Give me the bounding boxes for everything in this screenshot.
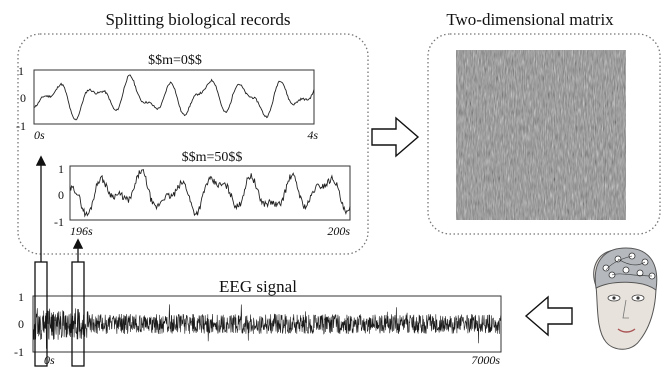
ytick-eeg-neg1: -1 (14, 345, 24, 359)
hollow-right-arrow-icon (371, 116, 420, 158)
xtick-eeg-start: 0s (44, 353, 55, 367)
segment-plot-m50: $$m=50$$ 1 0 -1 196s 200s (54, 150, 351, 238)
matrix-image (456, 50, 626, 220)
splitting-panel (17, 33, 369, 255)
matrix-panel (427, 33, 661, 235)
segment-axes-m0 (33, 69, 315, 125)
xtick-eeg-end: 7000s (471, 353, 500, 367)
segment-label-m50: $$m=50$$ (182, 150, 243, 165)
xtick-bot-start: 196s (70, 224, 93, 238)
segment-axes-m50 (69, 165, 351, 221)
ytick-bot-0: 0 (58, 188, 64, 202)
xtick-bot-end: 200s (327, 224, 350, 238)
ytick-eeg-0: 0 (18, 317, 24, 331)
ytick-bot-neg1: -1 (54, 215, 64, 229)
ytick-eeg-1: 1 (18, 290, 24, 304)
ytick-top-neg1: -1 (16, 119, 26, 133)
eeg-signal-plot: 1 0 -1 0s 7000s (14, 290, 502, 367)
xtick-top-start: 0s (34, 128, 45, 142)
eeg-title: EEG signal (219, 277, 297, 296)
xtick-top-end: 4s (307, 128, 318, 142)
hollow-left-arrow-icon (524, 295, 573, 337)
ytick-top-1: 1 (18, 64, 24, 78)
segment-waveform-m50 (69, 168, 351, 218)
ytick-bot-1: 1 (58, 162, 64, 176)
splitting-title: Splitting biological records (105, 10, 290, 29)
matrix-title: Two-dimensional matrix (446, 10, 614, 29)
eeg-waveform (33, 304, 501, 349)
segment-waveform-m0 (33, 74, 315, 121)
eeg-head-cap-icon (593, 247, 658, 350)
segment-plot-m0: $$m=0$$ 1 0 -1 0s 4s (16, 53, 318, 142)
ytick-top-0: 0 (20, 91, 26, 105)
segment-label-m0: $$m=0$$ (148, 53, 202, 68)
